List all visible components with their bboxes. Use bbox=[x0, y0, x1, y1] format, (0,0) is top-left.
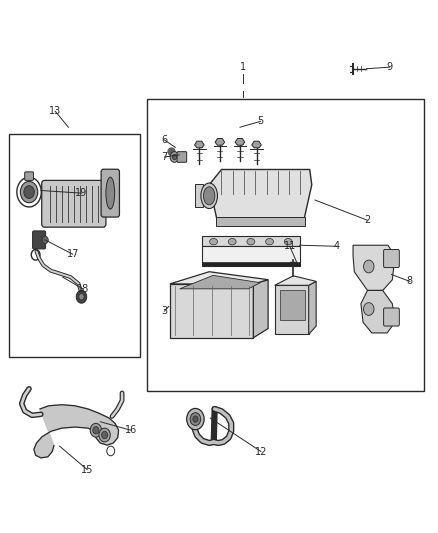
Text: 4: 4 bbox=[334, 241, 340, 251]
FancyBboxPatch shape bbox=[32, 231, 46, 249]
Ellipse shape bbox=[210, 238, 218, 245]
Circle shape bbox=[17, 177, 41, 207]
Circle shape bbox=[364, 303, 374, 316]
Circle shape bbox=[20, 181, 38, 203]
Circle shape bbox=[99, 428, 110, 442]
Bar bbox=[202, 262, 300, 266]
Polygon shape bbox=[209, 169, 312, 221]
Circle shape bbox=[172, 155, 177, 160]
Text: 12: 12 bbox=[255, 447, 267, 456]
FancyBboxPatch shape bbox=[177, 152, 187, 163]
Circle shape bbox=[187, 408, 204, 430]
Circle shape bbox=[79, 294, 84, 300]
Polygon shape bbox=[180, 276, 260, 289]
Circle shape bbox=[102, 431, 108, 439]
Text: 3: 3 bbox=[161, 306, 167, 316]
Ellipse shape bbox=[201, 183, 218, 208]
Bar bbox=[202, 246, 300, 266]
Polygon shape bbox=[170, 272, 268, 284]
FancyBboxPatch shape bbox=[25, 172, 33, 180]
Text: 18: 18 bbox=[77, 284, 89, 294]
Bar bbox=[216, 217, 304, 225]
Circle shape bbox=[42, 236, 48, 244]
Text: 7: 7 bbox=[161, 152, 168, 162]
Bar bbox=[275, 285, 309, 334]
Text: 13: 13 bbox=[49, 106, 61, 116]
Bar bbox=[9, 134, 140, 357]
FancyBboxPatch shape bbox=[384, 249, 399, 268]
Text: 9: 9 bbox=[387, 62, 393, 72]
Bar bbox=[195, 184, 203, 207]
Circle shape bbox=[93, 426, 99, 434]
Circle shape bbox=[24, 185, 34, 198]
Polygon shape bbox=[215, 139, 225, 145]
Polygon shape bbox=[275, 276, 316, 285]
Polygon shape bbox=[34, 405, 119, 458]
FancyBboxPatch shape bbox=[42, 180, 106, 227]
Circle shape bbox=[190, 413, 201, 425]
Ellipse shape bbox=[265, 238, 273, 245]
Polygon shape bbox=[254, 280, 268, 338]
Bar bbox=[279, 290, 304, 320]
Ellipse shape bbox=[106, 177, 115, 209]
Text: 5: 5 bbox=[258, 116, 264, 126]
Bar bbox=[147, 99, 424, 391]
Text: 19: 19 bbox=[75, 188, 88, 198]
Circle shape bbox=[364, 260, 374, 273]
Text: 1: 1 bbox=[240, 62, 246, 72]
FancyBboxPatch shape bbox=[101, 169, 120, 217]
Circle shape bbox=[90, 423, 102, 437]
Ellipse shape bbox=[204, 187, 215, 205]
Polygon shape bbox=[194, 141, 204, 148]
FancyBboxPatch shape bbox=[384, 308, 399, 326]
Polygon shape bbox=[235, 139, 245, 145]
Text: 8: 8 bbox=[407, 277, 413, 286]
Bar bbox=[170, 284, 254, 338]
Ellipse shape bbox=[284, 238, 292, 245]
Text: 2: 2 bbox=[364, 215, 371, 225]
Text: 15: 15 bbox=[81, 465, 93, 474]
Text: 16: 16 bbox=[125, 425, 137, 435]
Circle shape bbox=[170, 152, 179, 163]
Circle shape bbox=[107, 446, 115, 456]
Bar bbox=[202, 236, 300, 246]
Text: 17: 17 bbox=[67, 249, 79, 259]
Circle shape bbox=[193, 416, 198, 422]
Text: 11: 11 bbox=[284, 241, 296, 251]
Text: 6: 6 bbox=[161, 135, 167, 145]
Polygon shape bbox=[361, 290, 395, 333]
Polygon shape bbox=[353, 245, 395, 290]
Polygon shape bbox=[309, 281, 316, 334]
Ellipse shape bbox=[228, 238, 236, 245]
Polygon shape bbox=[252, 141, 261, 148]
Ellipse shape bbox=[247, 238, 255, 245]
Circle shape bbox=[76, 290, 87, 303]
